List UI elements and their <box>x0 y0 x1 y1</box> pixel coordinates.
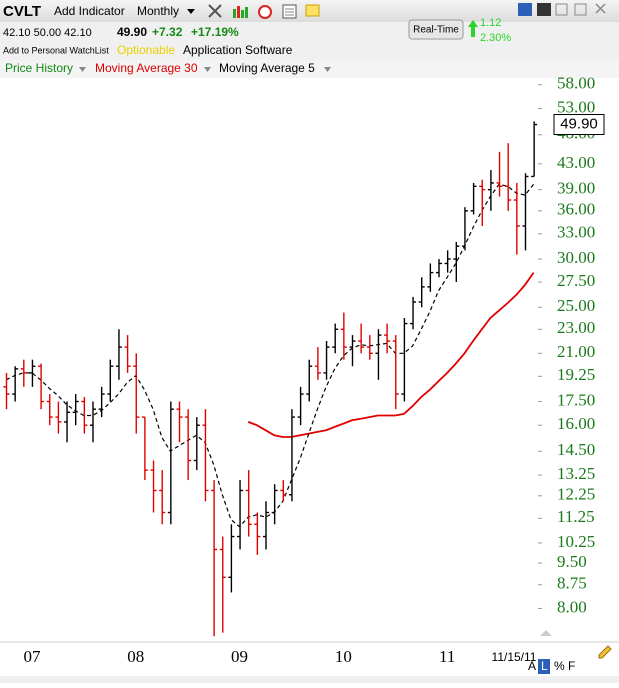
dropdown-arrow[interactable] <box>324 67 331 72</box>
dropdown-arrow[interactable] <box>79 67 86 72</box>
x-tick-label: 08 <box>127 647 144 666</box>
legend-bg <box>0 60 619 78</box>
x-tick-label: 09 <box>231 647 248 666</box>
watchlist[interactable]: Add to Personal WatchList <box>3 45 109 55</box>
y-tick-label: 8.00 <box>557 597 587 616</box>
legend-ma30[interactable]: Moving Average 30 <box>95 61 198 75</box>
quote: 42.10 50.00 42.10 <box>3 27 92 39</box>
up-arrow <box>468 20 478 37</box>
window-buttons[interactable] <box>518 3 606 16</box>
x-tick-label: 10 <box>335 647 352 666</box>
realtime-button[interactable] <box>408 19 464 40</box>
add-indicator[interactable]: Add Indicator <box>54 4 125 18</box>
y-tick-label: 17.50 <box>557 390 595 409</box>
x-tick-label: 11 <box>439 647 455 666</box>
last-price-box <box>553 114 605 136</box>
plot: 58.0053.0048.0043.0039.0036.0033.0030.00… <box>3 74 605 666</box>
y-tick-label: 21.00 <box>557 342 595 361</box>
draw-icon[interactable] <box>598 645 612 659</box>
y-tick-label: 10.25 <box>557 532 595 551</box>
scale-l-bg[interactable] <box>538 659 550 674</box>
dropdown-arrow[interactable] <box>187 9 195 14</box>
scale-l[interactable]: L <box>541 659 548 673</box>
scale-a[interactable]: A <box>528 659 536 673</box>
industry: Application Software <box>183 43 293 57</box>
status-bar <box>0 676 619 683</box>
change-pct: +17.19% <box>191 25 239 39</box>
y-tick-label: 11.25 <box>557 507 595 526</box>
y-tick-label: 43.00 <box>557 153 595 172</box>
y-tick-label: 23.00 <box>557 318 595 337</box>
y-tick-label: 19.25 <box>557 365 595 384</box>
y-tick-label: 9.50 <box>557 552 587 571</box>
dropdown-arrow[interactable] <box>204 67 211 72</box>
y-tick-label: 30.00 <box>557 248 595 267</box>
rt-pct: 2.30% <box>480 32 511 44</box>
date-label: 11/15/11 <box>492 650 537 664</box>
x-tick-label: 07 <box>23 647 41 666</box>
y-tick-label: 36.00 <box>557 200 595 219</box>
moving-average-line <box>247 272 535 438</box>
period[interactable]: Monthly <box>137 4 179 18</box>
symbol[interactable]: CVLT <box>3 3 41 20</box>
y-tick-label: 27.50 <box>557 271 595 290</box>
last-price-label: 49.90 <box>560 115 598 132</box>
scroll-arrow[interactable] <box>540 630 552 636</box>
change: +7.32 <box>152 25 183 39</box>
y-tick-label: 58.00 <box>557 74 595 93</box>
optionable: Optionable <box>117 43 175 57</box>
y-tick-label: 33.00 <box>557 223 595 242</box>
legend-ma5[interactable]: Moving Average 5 <box>219 61 315 75</box>
toolbar-icons <box>208 4 320 19</box>
y-tick-label: 14.50 <box>557 440 595 459</box>
scale-f[interactable]: F <box>568 659 575 673</box>
y-tick-label: 16.00 <box>557 414 595 433</box>
moving-average-line <box>5 183 535 528</box>
last-price: 49.90 <box>117 25 147 39</box>
y-tick-label: 53.00 <box>557 97 595 116</box>
realtime-label[interactable]: Real-Time <box>413 25 459 36</box>
rt-change: 1.12 <box>480 17 501 29</box>
y-tick-label: 12.25 <box>557 485 595 504</box>
legend-price[interactable]: Price History <box>5 61 73 75</box>
y-tick-label: 39.00 <box>557 179 595 198</box>
y-tick-label: 13.25 <box>557 464 595 483</box>
y-tick-label: 25.00 <box>557 296 595 315</box>
scale-pct[interactable]: % <box>554 659 565 673</box>
y-tick-label: 8.75 <box>557 574 587 593</box>
